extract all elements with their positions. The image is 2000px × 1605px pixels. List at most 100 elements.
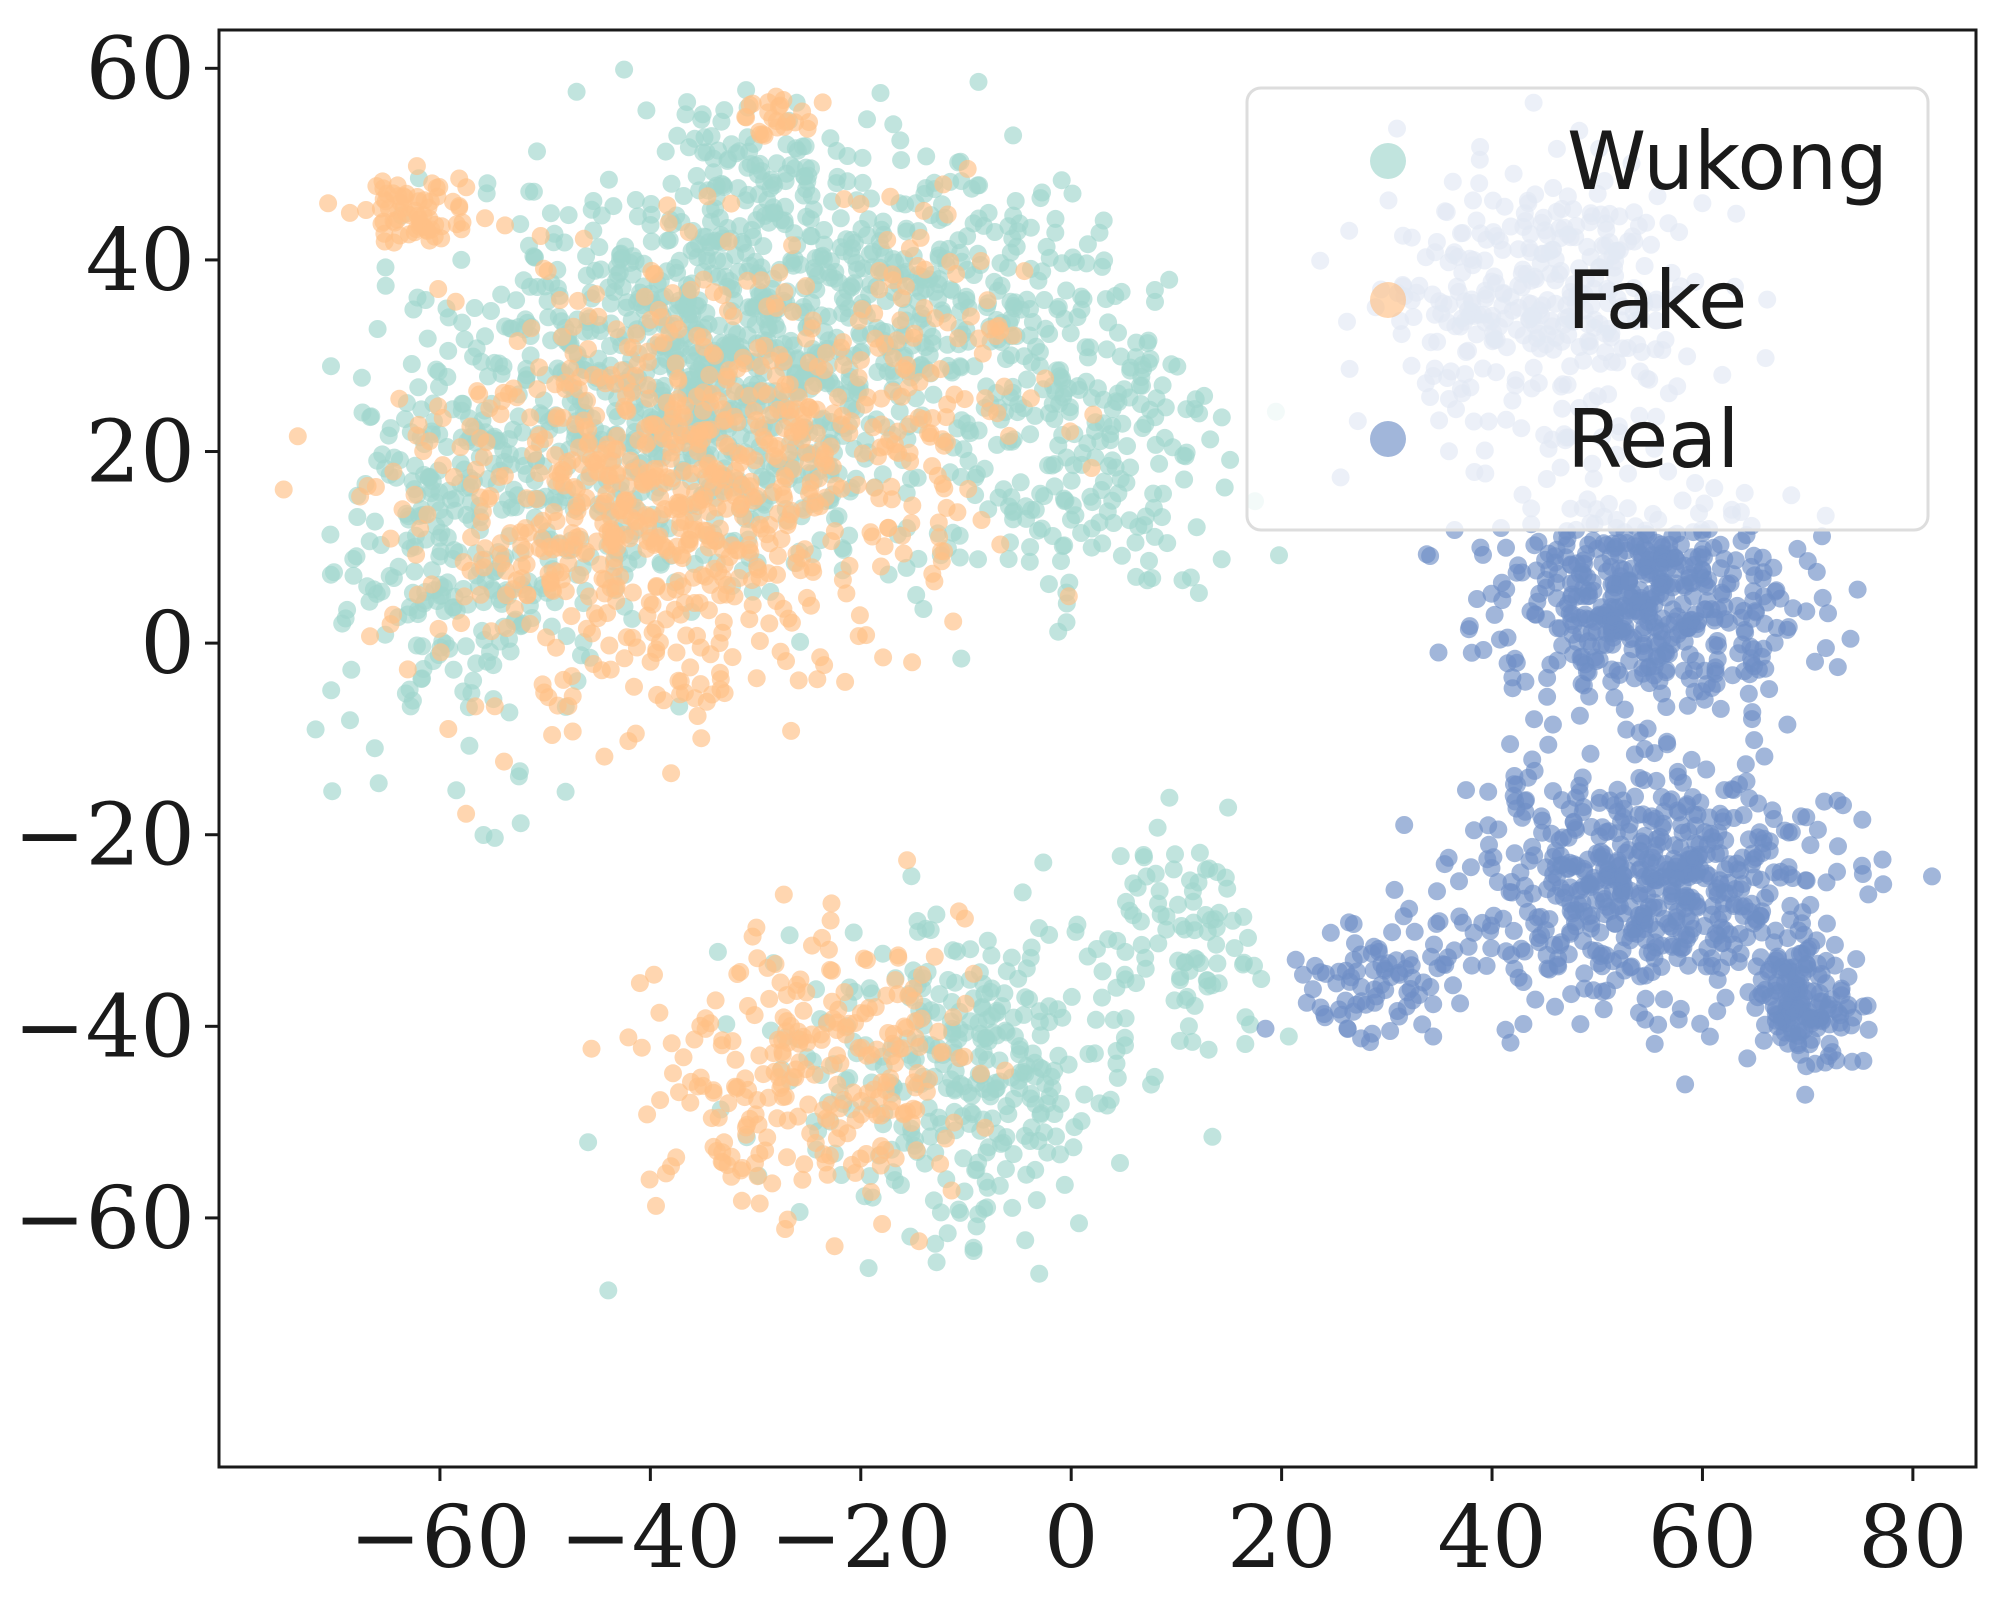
data-point <box>669 671 688 690</box>
data-point <box>1132 935 1151 954</box>
data-point <box>1724 809 1743 827</box>
data-point <box>668 263 687 282</box>
data-point <box>559 697 578 715</box>
data-point <box>618 477 637 496</box>
data-point <box>771 973 790 992</box>
data-point <box>748 1167 767 1186</box>
data-point <box>1383 923 1402 942</box>
data-point <box>1634 904 1653 923</box>
data-point <box>1064 1138 1083 1157</box>
data-point <box>1145 527 1164 546</box>
data-point <box>1478 850 1497 869</box>
data-point <box>892 289 911 308</box>
data-point <box>379 426 398 445</box>
data-point <box>797 329 815 348</box>
data-point <box>476 209 494 228</box>
data-point <box>1166 845 1184 864</box>
data-point <box>1128 878 1147 897</box>
data-point <box>1201 910 1220 929</box>
data-point <box>717 370 736 389</box>
data-point <box>801 1124 820 1143</box>
data-point <box>1760 680 1779 699</box>
data-point <box>617 373 636 392</box>
data-point <box>1040 404 1058 423</box>
data-point <box>1072 1112 1091 1131</box>
data-point <box>693 105 712 124</box>
data-point <box>1180 961 1199 980</box>
data-point <box>648 685 667 704</box>
data-point <box>1149 934 1168 953</box>
series-fake <box>274 87 1103 1256</box>
data-point <box>582 200 601 219</box>
data-point <box>1784 599 1803 618</box>
data-point <box>1082 538 1101 557</box>
data-point <box>476 539 495 558</box>
data-point <box>411 519 430 538</box>
data-point <box>1112 546 1131 565</box>
data-point <box>1577 662 1596 681</box>
data-point <box>726 462 745 480</box>
data-point <box>901 469 920 488</box>
data-point <box>495 752 513 771</box>
data-point <box>1016 1231 1035 1250</box>
data-point <box>548 359 567 378</box>
data-point <box>504 580 523 599</box>
data-point <box>1279 1027 1298 1046</box>
data-point <box>770 345 789 364</box>
data-point <box>416 291 435 309</box>
data-point <box>1030 919 1048 938</box>
data-point <box>782 721 801 740</box>
data-point <box>1647 533 1666 552</box>
data-point <box>706 991 725 1010</box>
data-point <box>447 215 466 234</box>
data-point <box>894 359 913 378</box>
data-point <box>1712 958 1731 977</box>
data-point <box>1693 540 1712 559</box>
data-point <box>1141 350 1160 368</box>
data-point <box>1066 506 1085 525</box>
data-point <box>704 163 723 182</box>
data-point <box>607 320 626 339</box>
data-point <box>800 353 818 372</box>
data-point <box>573 493 591 512</box>
data-point <box>394 199 413 217</box>
data-point <box>588 609 607 628</box>
data-point <box>1127 333 1146 352</box>
data-point <box>1560 800 1579 819</box>
data-point <box>1593 847 1612 866</box>
data-point <box>944 1008 963 1027</box>
data-point <box>1036 319 1055 338</box>
data-point <box>375 232 394 251</box>
data-point <box>1756 888 1775 907</box>
data-point <box>1859 1020 1878 1039</box>
data-point <box>1813 527 1831 546</box>
data-point <box>1008 403 1027 422</box>
data-point <box>1785 1002 1804 1021</box>
data-point <box>658 196 677 215</box>
data-point <box>754 1065 773 1084</box>
data-point <box>759 93 778 112</box>
data-point <box>1107 978 1126 997</box>
data-point <box>557 627 576 646</box>
data-point <box>1767 581 1786 600</box>
data-point <box>942 993 961 1011</box>
data-point <box>898 1102 916 1121</box>
data-point <box>1645 949 1664 968</box>
data-point <box>1489 820 1508 839</box>
data-point <box>1711 699 1730 718</box>
data-point <box>1610 621 1628 640</box>
data-point <box>1474 641 1493 659</box>
data-point <box>1209 974 1228 993</box>
data-point <box>1822 990 1841 1009</box>
data-point <box>641 472 660 491</box>
data-point <box>1160 270 1179 289</box>
data-point <box>396 410 414 429</box>
data-point <box>1040 248 1059 267</box>
data-point <box>697 522 716 540</box>
data-point <box>813 93 832 112</box>
data-point <box>1570 706 1589 725</box>
data-point <box>743 596 762 615</box>
data-point <box>910 1232 928 1251</box>
data-point <box>1813 588 1832 607</box>
data-point <box>475 558 493 577</box>
